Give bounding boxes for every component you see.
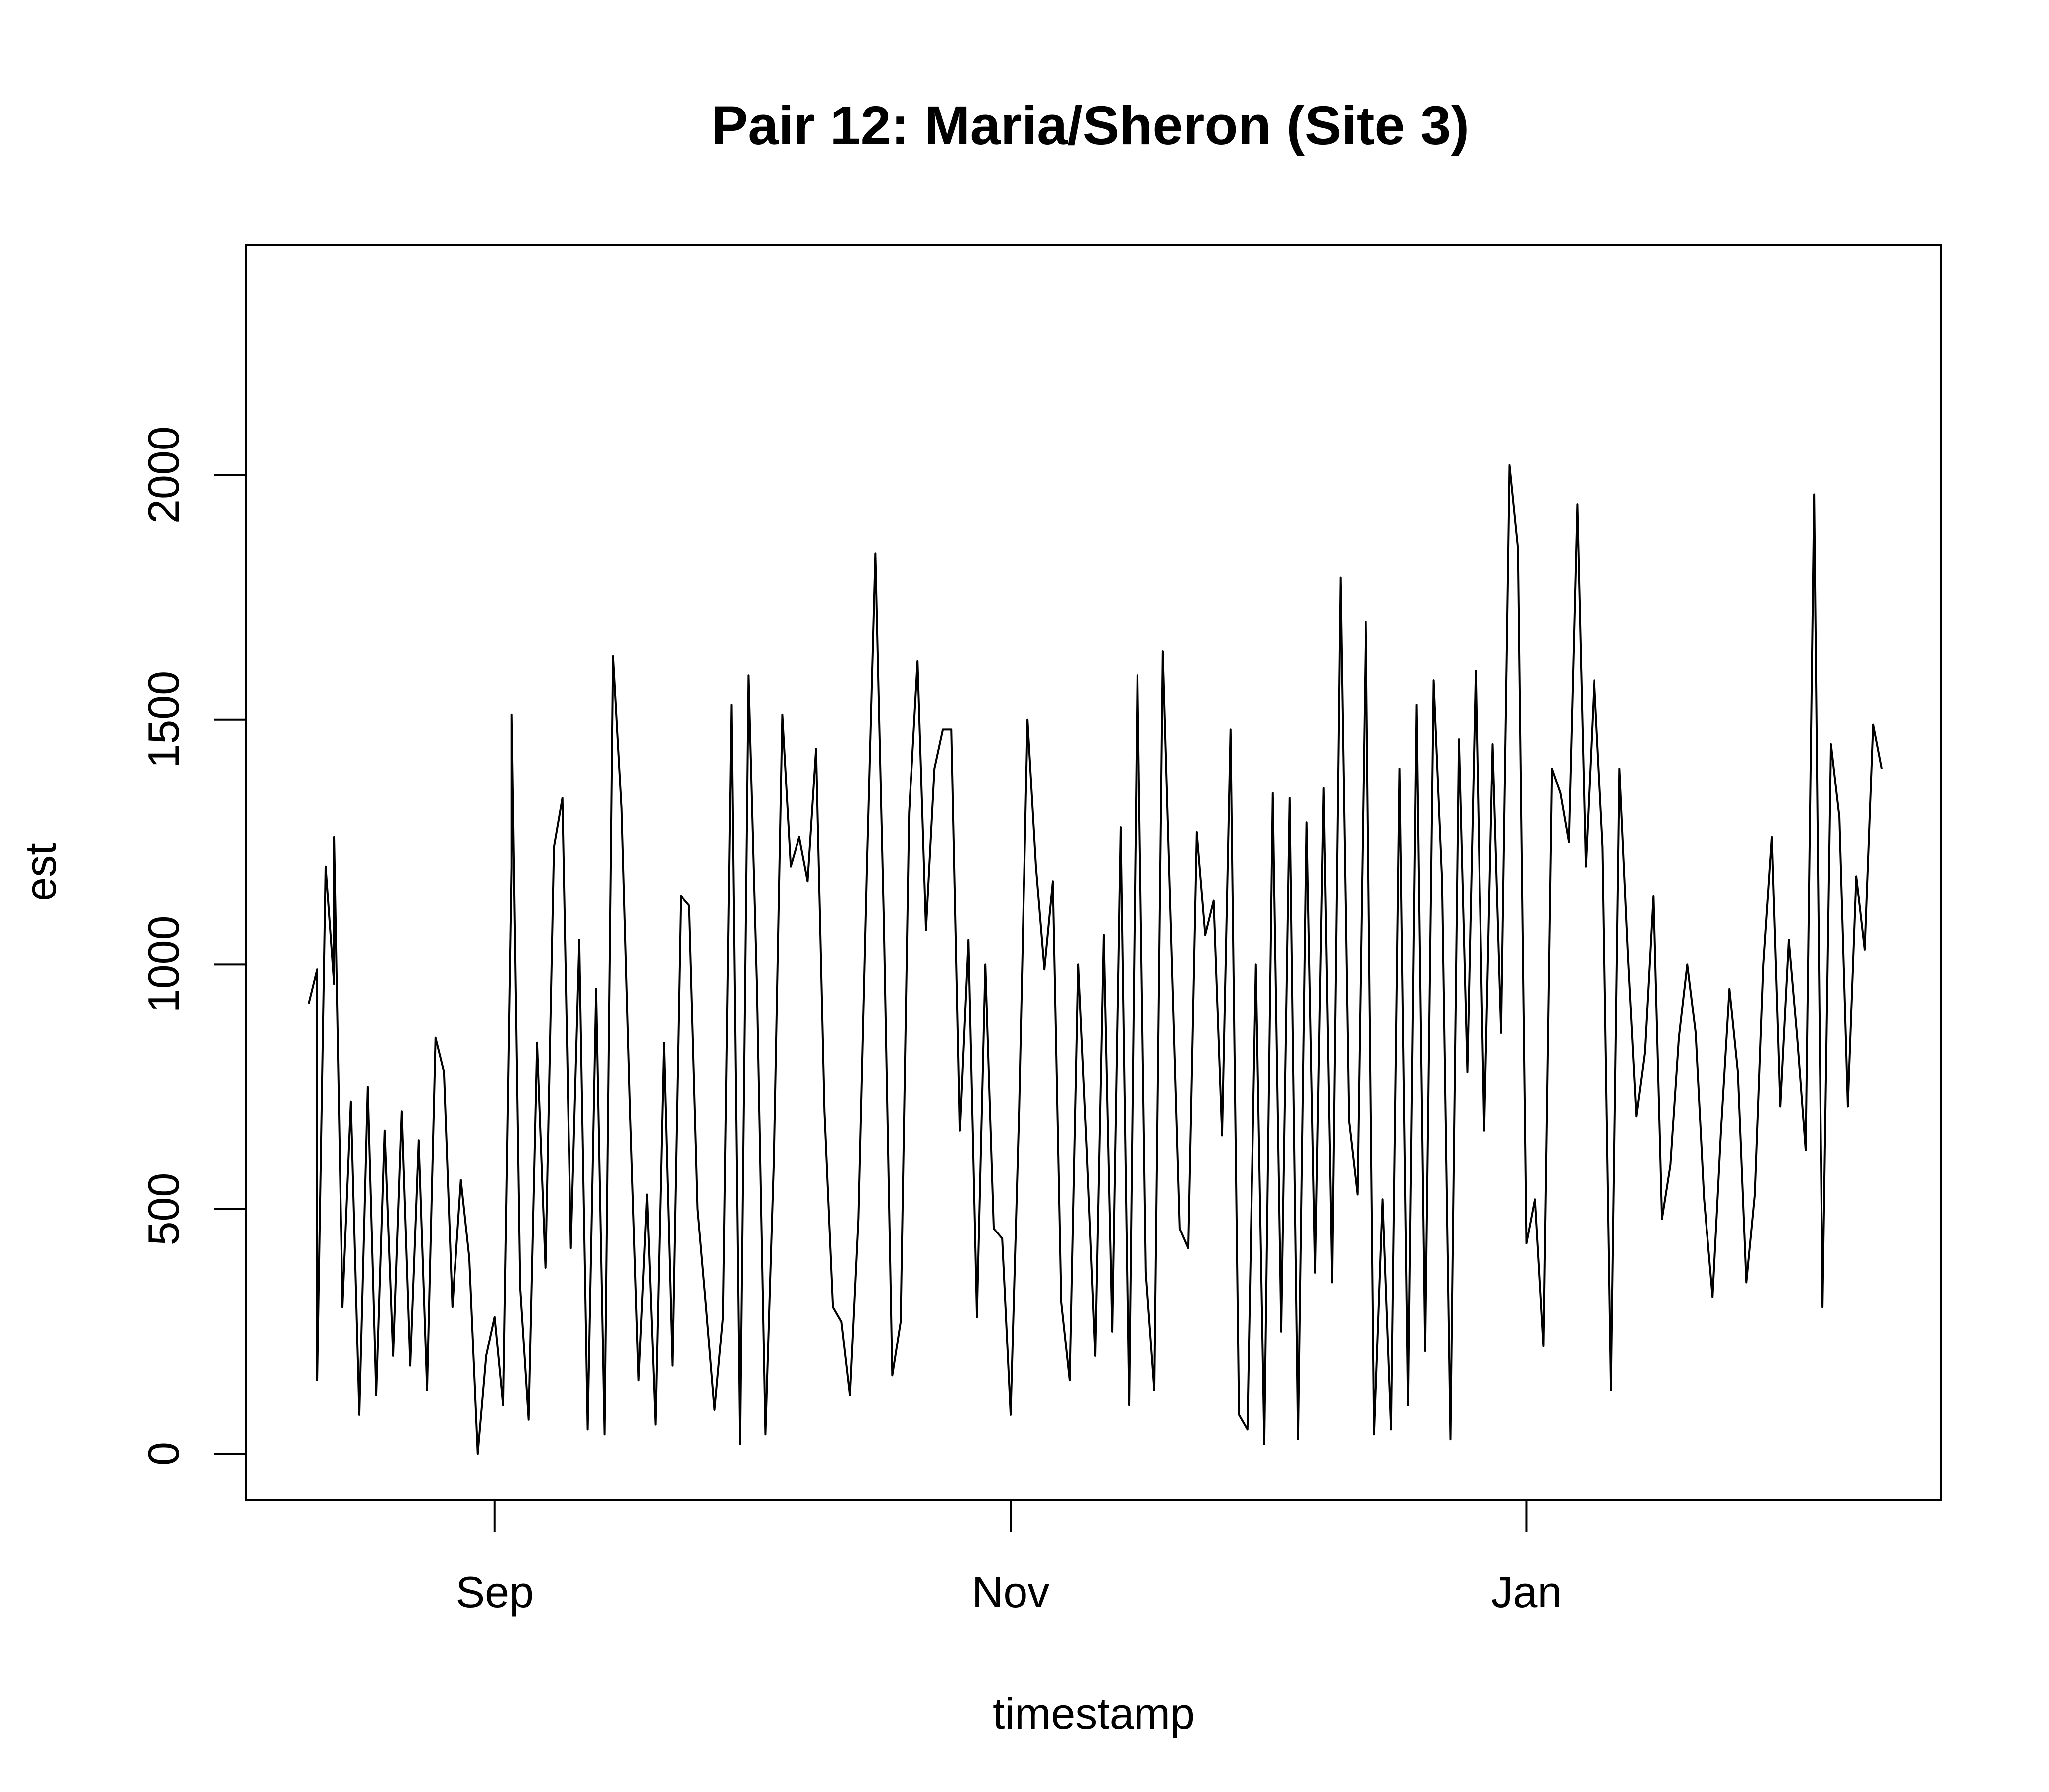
x-tick-label: Jan <box>1491 1568 1562 1617</box>
plot-area <box>308 464 1883 1455</box>
y-tick-label: 1000 <box>139 915 188 1013</box>
y-axis: 0 500 1000 1500 2000 <box>139 426 247 1466</box>
x-tick-label: Sep <box>455 1568 534 1617</box>
chart-title: Pair 12: Maria/Sheron (Site 3) <box>711 95 1469 156</box>
y-tick-label: 0 <box>139 1442 188 1466</box>
x-axis: Sep Nov Jan <box>455 1500 1562 1617</box>
y-tick-label: 2000 <box>139 426 188 524</box>
x-tick-label: Nov <box>972 1568 1050 1617</box>
y-tick-label: 500 <box>139 1173 188 1246</box>
series-line-1 <box>308 464 1883 1455</box>
y-axis-label: est <box>16 843 65 901</box>
x-axis-label: timestamp <box>993 1689 1195 1738</box>
y-tick-label: 1500 <box>139 671 188 769</box>
